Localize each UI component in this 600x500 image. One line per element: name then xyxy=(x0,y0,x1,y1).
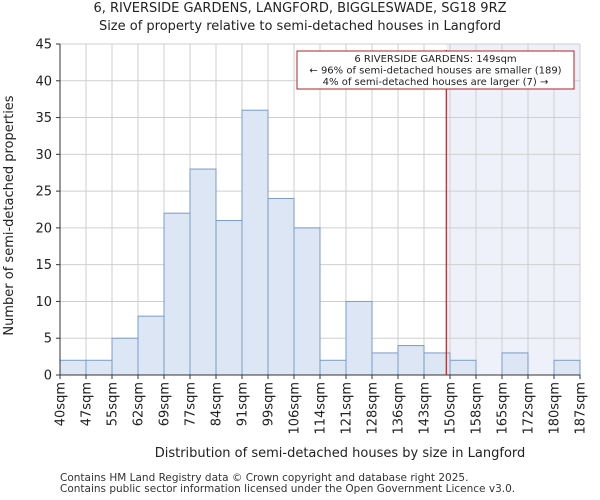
x-tick-label: 114sqm xyxy=(314,382,329,435)
histogram-bar xyxy=(293,227,321,376)
histogram-bar xyxy=(241,109,269,376)
histogram-bar xyxy=(345,300,373,376)
x-tick-label: 84sqm xyxy=(210,382,225,426)
histogram-bar xyxy=(553,359,581,376)
y-tick-label: 0 xyxy=(44,369,52,384)
y-axis-title: Number of semi-detached properties xyxy=(2,95,17,335)
x-tick-label: 91sqm xyxy=(236,382,251,426)
x-tick-label: 180sqm xyxy=(548,382,563,435)
footer-attribution-land-registry: Contains HM Land Registry data © Crown c… xyxy=(60,472,469,484)
annotation-text-line: 4% of semi-detached houses are larger (7… xyxy=(323,77,549,88)
bars-layer xyxy=(59,109,581,376)
x-tick-label: 55sqm xyxy=(106,382,121,426)
x-tick-label: 99sqm xyxy=(262,382,277,426)
y-tick-label: 10 xyxy=(35,295,52,310)
y-tick-label: 15 xyxy=(35,258,52,273)
y-tick-label: 40 xyxy=(35,74,52,89)
footer-attribution-ogl: Contains public sector information licen… xyxy=(60,483,516,495)
histogram-bar xyxy=(267,197,295,376)
histogram-bar xyxy=(215,220,243,376)
x-tick-label: 69sqm xyxy=(158,382,173,426)
histogram-bar xyxy=(319,359,347,376)
histogram-bar xyxy=(371,352,399,376)
chart-title-subtitle: Size of property relative to semi-detach… xyxy=(98,19,502,34)
x-tick-label: 40sqm xyxy=(54,382,69,426)
x-tick-label: 62sqm xyxy=(132,382,147,426)
x-tick-label: 165sqm xyxy=(496,382,511,435)
x-tick-label: 128sqm xyxy=(366,382,381,435)
histogram-bar xyxy=(397,345,425,376)
y-tick-label: 45 xyxy=(35,38,52,53)
annotation-text-line: ← 96% of semi-detached houses are smalle… xyxy=(309,66,561,77)
annotation-box xyxy=(296,50,575,90)
x-axis-title: Distribution of semi-detached houses by … xyxy=(155,446,526,461)
highlight-layer xyxy=(446,44,580,375)
axes-layer: 0 5 10 15 20 25 30 35 40 45 40sqm 47sqm 55sqm 62sqm 69… xyxy=(2,38,589,462)
x-tick-label: 136sqm xyxy=(392,382,407,435)
x-tick-label: 187sqm xyxy=(574,382,589,435)
chart-title-address: 6, RIVERSIDE GARDENS, LANGFORD, BIGGLESW… xyxy=(93,1,507,16)
x-tick-label: 77sqm xyxy=(184,382,199,426)
histogram-bar xyxy=(501,352,529,376)
x-tick-label: 121sqm xyxy=(340,382,355,435)
y-tick-label: 25 xyxy=(35,185,52,200)
histogram-bar xyxy=(189,168,217,376)
annotation-text-line: 6 RIVERSIDE GARDENS: 149sqm xyxy=(354,54,516,65)
y-tick-label: 5 xyxy=(44,332,52,347)
histogram-bar xyxy=(137,315,165,376)
x-tick-label: 106sqm xyxy=(288,382,303,435)
histogram-bar xyxy=(449,359,477,376)
x-tick-label: 47sqm xyxy=(80,382,95,426)
histogram-bar xyxy=(111,337,139,376)
highlight-larger-region xyxy=(446,44,580,375)
histogram-bar xyxy=(163,212,191,376)
x-tick-label: 172sqm xyxy=(522,382,537,435)
histogram-bar xyxy=(59,359,87,376)
y-tick-label: 30 xyxy=(35,148,52,163)
histogram-bar xyxy=(85,359,113,376)
y-tick-label: 35 xyxy=(35,111,52,126)
x-tick-label: 150sqm xyxy=(444,382,459,435)
x-tick-label: 143sqm xyxy=(418,382,433,435)
x-tick-label: 158sqm xyxy=(470,382,485,435)
y-tick-label: 20 xyxy=(35,221,52,236)
annotation-layer: 6 RIVERSIDE GARDENS: 149sqm← 96% of semi… xyxy=(296,50,575,375)
